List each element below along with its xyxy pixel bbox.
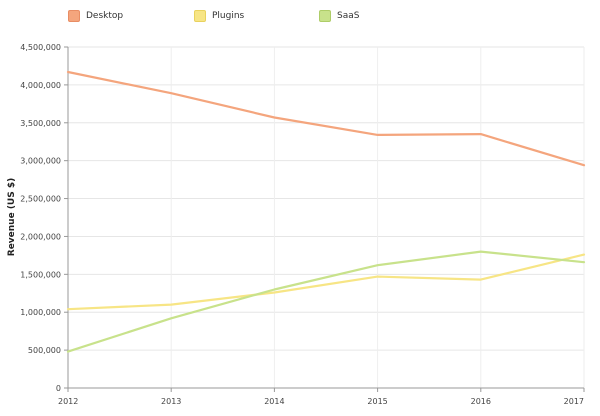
legend-item-plugins[interactable]: Plugins (194, 9, 244, 23)
series-line-desktop[interactable] (66, 70, 586, 167)
x-tick-label: 2014 (264, 397, 284, 406)
y-tick-label: 3,500,000 (20, 119, 61, 128)
series-layer (66, 70, 586, 353)
y-tick-label: 1,000,000 (20, 308, 61, 317)
legend-swatch-plugins (194, 10, 206, 22)
x-tick-label: 2016 (471, 397, 491, 406)
grid-layer (68, 46, 585, 388)
x-tick-label: 2017 (564, 397, 584, 406)
y-tick-label: 2,500,000 (20, 195, 61, 204)
tick-layer: 0 500,000 1,000,000 1,500,000 2,000,000 2,500… (20, 43, 585, 406)
series-line-plugins[interactable] (66, 253, 586, 311)
x-tick-label: 2013 (161, 397, 181, 406)
series-line-saas[interactable] (66, 250, 586, 353)
legend-item-saas[interactable]: SaaS (319, 9, 359, 23)
legend-item-desktop[interactable]: Desktop (68, 9, 123, 23)
y-tick-label: 4,000,000 (20, 81, 61, 90)
chart-legend: Desktop Plugins SaaS (0, 9, 600, 25)
x-tick-label: 2012 (58, 397, 78, 406)
y-tick-label: 1,500,000 (20, 270, 61, 279)
y-tick-label: 500,000 (28, 346, 61, 355)
legend-label-saas: SaaS (337, 11, 360, 21)
y-tick-label: 3,000,000 (20, 157, 61, 166)
y-tick-label: 0 (56, 384, 61, 393)
y-axis-title: Revenue (US $) (7, 178, 17, 256)
x-tick-label: 2015 (367, 397, 387, 406)
legend-swatch-saas (319, 10, 331, 22)
y-tick-label: 4,500,000 (20, 43, 61, 52)
legend-label-plugins: Plugins (212, 11, 245, 21)
legend-label-desktop: Desktop (86, 11, 124, 21)
axes-layer (67, 47, 584, 389)
y-tick-label: 2,000,000 (20, 232, 61, 241)
legend-swatch-desktop (68, 10, 80, 22)
